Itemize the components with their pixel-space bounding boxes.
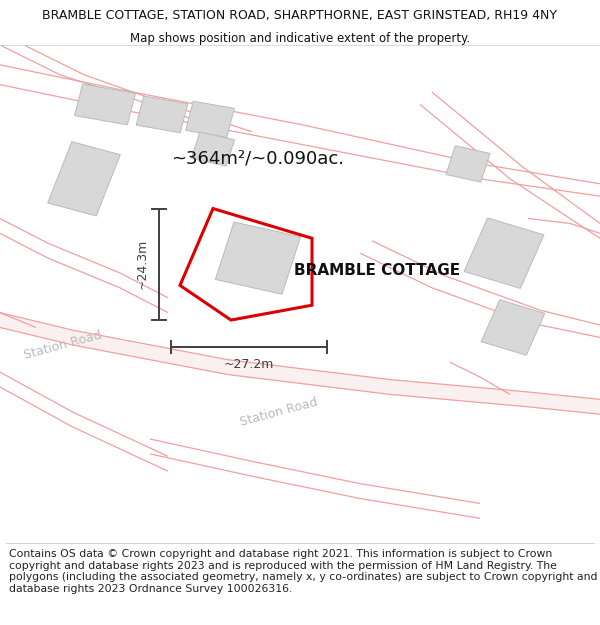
Polygon shape [191,132,235,166]
Polygon shape [136,96,188,132]
Polygon shape [215,222,301,294]
Polygon shape [74,84,136,125]
Polygon shape [481,300,545,355]
Polygon shape [464,218,544,288]
Text: Map shows position and indicative extent of the property.: Map shows position and indicative extent… [130,32,470,46]
Text: ~24.3m: ~24.3m [135,239,148,289]
Polygon shape [47,142,121,216]
Text: ~27.2m: ~27.2m [224,358,274,371]
Text: Station Road: Station Road [239,395,319,428]
Polygon shape [186,101,234,138]
Polygon shape [446,146,490,182]
Text: Contains OS data © Crown copyright and database right 2021. This information is : Contains OS data © Crown copyright and d… [9,549,598,594]
Text: Station Road: Station Road [23,328,103,361]
Text: ~364m²/~0.090ac.: ~364m²/~0.090ac. [171,150,344,168]
Text: BRAMBLE COTTAGE, STATION ROAD, SHARPTHORNE, EAST GRINSTEAD, RH19 4NY: BRAMBLE COTTAGE, STATION ROAD, SHARPTHOR… [43,9,557,22]
Text: BRAMBLE COTTAGE: BRAMBLE COTTAGE [294,263,460,278]
Polygon shape [0,312,600,414]
